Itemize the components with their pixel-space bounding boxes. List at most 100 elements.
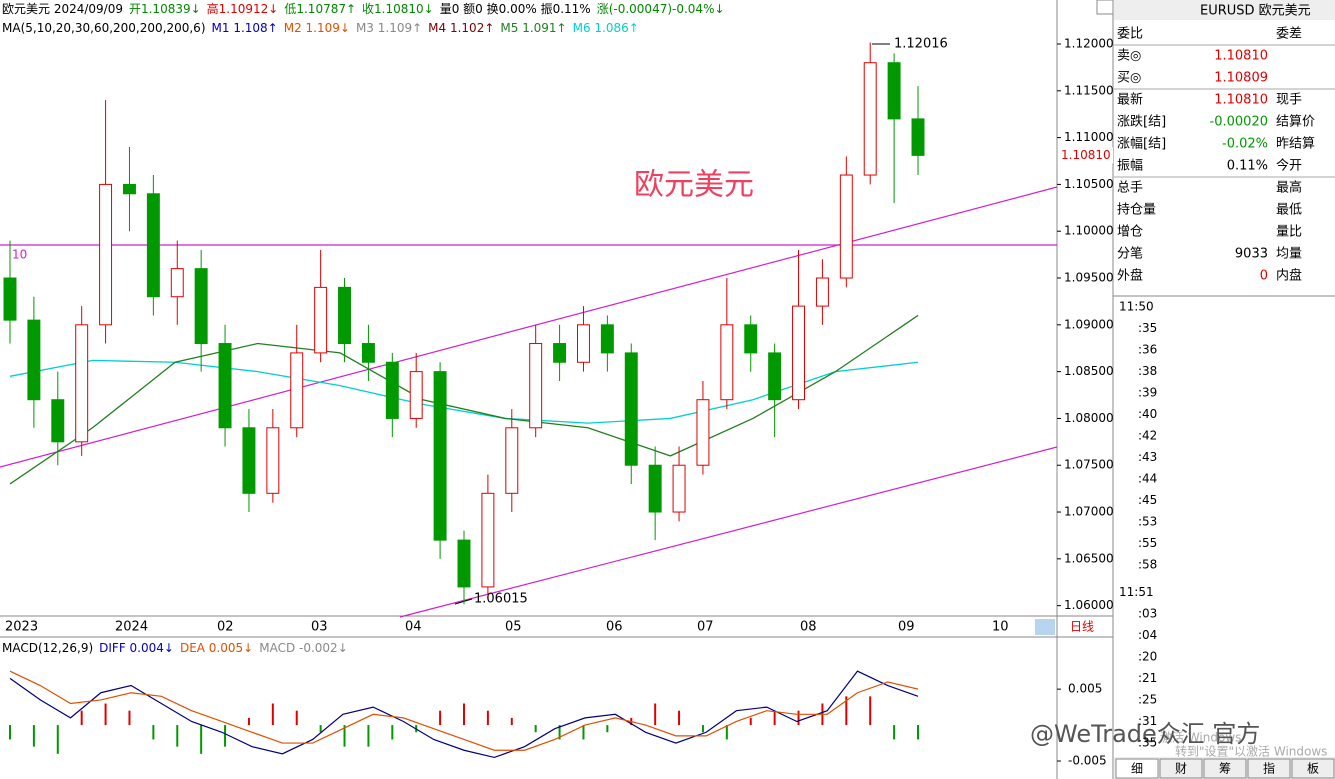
tick-time: :55 (1138, 536, 1157, 550)
candle-body (433, 371, 447, 541)
header-item: 涨(-0.00047)-0.04%↓ (597, 1, 725, 16)
date-label: 02 (217, 620, 234, 635)
tab[interactable] (1247, 758, 1291, 779)
y-tick-label: 1.07500 (1064, 458, 1114, 472)
candle-body (553, 343, 567, 363)
candle-body (672, 464, 686, 513)
candle-body (218, 343, 232, 429)
row-extra: 最高 (1276, 180, 1302, 196)
row-value: 1.10810 (1214, 49, 1268, 64)
row-value: 0.11% (1227, 159, 1268, 174)
header-item: M4 1.102↑ (428, 21, 494, 35)
tick-time: :25 (1138, 693, 1157, 707)
header: 欧元美元 2024/09/09 开1.10839↓ 高1.10912↓ 低1.1078… (2, 1, 725, 16)
activate-2: 转到"设置"以激活 Windows (1175, 744, 1327, 759)
period[interactable]: 日线 (1070, 620, 1094, 634)
date-label: 2024 (115, 620, 148, 635)
row-value: 1.10809 (1214, 71, 1268, 86)
header: MACD(12,26,9) DIFF 0.004↓ DEA 0.005↓ MACD -… (2, 641, 348, 655)
row-extra: 内盘 (1276, 268, 1302, 284)
header-item: MA(5,10,20,30,60,200,200,200,6) (2, 21, 206, 35)
header-item: DIFF 0.004↓ (99, 641, 174, 655)
header-item: 量0 额0 换0.00% 振0.11% (440, 2, 591, 16)
tick-time: :04 (1138, 628, 1157, 642)
candle-body (696, 399, 710, 466)
tick-time: :21 (1138, 671, 1157, 685)
tick-time: 11:50 (1119, 300, 1154, 314)
tab-label[interactable]: 财 (1175, 762, 1187, 776)
low-label: 1.06015 (474, 592, 528, 607)
candle-body (839, 174, 853, 279)
y-tick-label: 1.06500 (1064, 551, 1114, 565)
header-item: 开1.10839↓ (129, 2, 201, 16)
tick-time: :39 (1138, 386, 1157, 400)
tab[interactable] (1159, 758, 1203, 779)
candle-body (242, 427, 256, 494)
candle-body (3, 277, 17, 321)
candle-body (457, 539, 471, 588)
candle-body (361, 343, 375, 363)
y-tick-label: 1.12000 (1064, 36, 1114, 50)
row-value: 1.10810 (1214, 93, 1268, 108)
row-label: 卖◎ (1117, 49, 1141, 64)
last-price-label: 1.10810 (1061, 148, 1111, 162)
row-extra: 最低 (1276, 203, 1302, 218)
candle-body (75, 324, 89, 443)
watermark-title: 欧元美元 (634, 168, 754, 203)
tab-label[interactable]: 细 (1131, 762, 1143, 776)
tick-time: :45 (1138, 493, 1157, 507)
ma-line (9, 359, 919, 424)
tab[interactable] (1203, 758, 1247, 779)
tab-label[interactable]: 板 (1307, 762, 1319, 776)
tick-time: :58 (1138, 558, 1157, 572)
row-extra: 结算价 (1276, 115, 1315, 130)
panel-title-bar (1114, 0, 1335, 20)
tab[interactable] (1115, 758, 1159, 779)
candle-body (887, 62, 901, 120)
candle-body (481, 492, 495, 588)
channel-lower (399, 446, 1058, 618)
row-value: 9033 (1235, 247, 1268, 262)
tab-label[interactable]: 筹 (1219, 762, 1231, 776)
date-label: 07 (697, 620, 714, 635)
row-extra: 委差 (1276, 27, 1302, 42)
candle-body (577, 324, 590, 363)
candle-body (505, 427, 519, 494)
header-item: M5 1.091↑ (500, 21, 566, 35)
row-extra: 现手 (1276, 93, 1302, 108)
row-extra: 均量 (1276, 247, 1302, 262)
candle-body (146, 193, 160, 298)
tick-time: :43 (1138, 450, 1157, 464)
header-item: M2 1.109↓ (284, 21, 350, 35)
row-extra: 量比 (1276, 225, 1302, 240)
row-extra: 今开 (1276, 158, 1302, 174)
tick-time: :03 (1138, 607, 1157, 621)
y-tick-label: 1.06000 (1064, 598, 1114, 612)
header-item: 高1.10912↓ (207, 1, 279, 16)
y-tick-label: 1.10000 (1064, 224, 1114, 238)
candle-body (863, 62, 877, 176)
row-label: 振幅 (1117, 159, 1143, 174)
date-label: 10 (992, 620, 1009, 635)
candle-body (624, 352, 638, 466)
button[interactable] (1096, 0, 1114, 15)
tab-label[interactable]: 指 (1263, 761, 1275, 776)
header-item: M6 1.086↑ (573, 21, 639, 35)
header-item: 收1.10810↓ (362, 2, 434, 16)
candle-body (409, 371, 423, 419)
tick-time: :36 (1138, 343, 1157, 357)
header-item: 低1.10787↑ (284, 2, 356, 16)
tab[interactable] (1291, 758, 1335, 779)
panel-title: EURUSD 欧元美元 (1200, 4, 1311, 19)
row-label: 外盘 (1117, 268, 1143, 284)
ma-line (9, 314, 919, 485)
header-item: 欧元美元 2024/09/09 (2, 2, 123, 16)
high-label: 1.12016 (894, 37, 948, 52)
candle-body (338, 286, 352, 345)
channel-upper (0, 186, 1058, 468)
candle-body (648, 464, 662, 513)
scroll-box[interactable] (1035, 619, 1055, 635)
candle-body (768, 352, 782, 401)
row-value: -0.00020 (1210, 115, 1268, 130)
